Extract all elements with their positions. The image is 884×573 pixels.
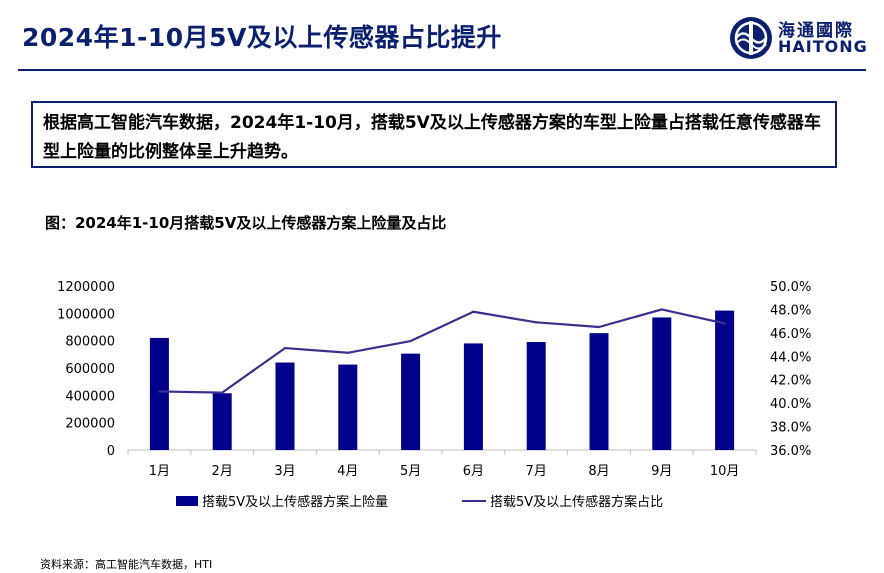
source-note: 资料来源：高工智能汽车数据，HTI (40, 558, 213, 571)
bar-5 (401, 353, 421, 450)
legend-line-label: 搭载5V及以上传感器方案占比 (490, 495, 664, 510)
right-tick-label: 50.0% (770, 280, 811, 295)
legend-line-swatch (462, 499, 486, 502)
ratio-point-10 (723, 322, 726, 325)
right-tick-label: 48.0% (770, 303, 811, 318)
x-tick-label: 8月 (588, 464, 609, 479)
legend-bar-swatch (176, 495, 198, 506)
ratio-point-4 (346, 351, 349, 354)
x-tick-label: 7月 (526, 464, 547, 479)
ratio-point-2 (221, 391, 224, 394)
ratio-point-5 (409, 339, 412, 343)
ratio-point-1 (158, 390, 161, 393)
right-tick-label: 46.0% (770, 327, 811, 342)
bar-1 (149, 337, 169, 450)
right-tick-label: 44.0% (770, 350, 811, 365)
x-tick-label: 10月 (710, 464, 740, 479)
header-divider (18, 69, 866, 71)
left-tick-label: 600000 (65, 362, 115, 377)
x-tick-label: 2月 (212, 464, 233, 479)
haitong-logo: 海通國際 HAITONG (728, 15, 868, 61)
left-tick-label: 200000 (65, 417, 115, 432)
right-tick-label: 38.0% (770, 421, 811, 436)
logo-text-cn: 海通國際 (778, 21, 854, 41)
ratio-line (159, 308, 725, 394)
bar-3 (275, 362, 295, 450)
haitong-emblem-icon (730, 17, 772, 59)
right-tick-label: 36.0% (770, 444, 811, 459)
left-tick-label: 800000 (65, 335, 115, 350)
left-tick-label: 0 (107, 444, 115, 459)
right-tick-label: 42.0% (770, 374, 811, 389)
left-tick-label: 400000 (65, 389, 115, 404)
summary-box: 根据高工智能汽车数据，2024年1-10月，搭载5V及以上传感器方案的车型上险量… (31, 101, 837, 168)
x-tick-label: 6月 (463, 464, 484, 479)
x-tick-label: 4月 (337, 464, 358, 479)
bar-4 (338, 364, 358, 450)
legend-item-line: 搭载5V及以上传感器方案占比 (462, 491, 663, 510)
figure-title: 图：2024年1-10月搭载5V及以上传感器方案上险量及占比 (45, 214, 447, 232)
chart-legend: 搭载5V及以上传感器方案上险量 搭载5V及以上传感器方案占比 (0, 491, 884, 511)
left-tick-label: 1200000 (57, 280, 115, 295)
bar-9 (652, 317, 672, 450)
right-tick-label: 40.0% (770, 397, 811, 412)
ratio-point-6 (472, 310, 475, 313)
page-title: 2024年1-10月5V及以上传感器占比提升 (22, 23, 502, 52)
ratio-point-9 (660, 308, 663, 311)
x-tick-label: 9月 (651, 464, 672, 479)
ratio-point-3 (283, 346, 287, 350)
bar-7 (526, 342, 546, 450)
ratio-point-8 (597, 325, 601, 329)
x-tick-label: 1月 (149, 464, 170, 479)
logo-text-en: HAITONG (778, 37, 868, 56)
legend-bar-label: 搭载5V及以上传感器方案上险量 (202, 495, 389, 510)
bar-8 (589, 333, 609, 450)
legend-item-bar: 搭载5V及以上传感器方案上险量 (176, 491, 388, 510)
bar-2 (212, 393, 232, 450)
ratio-point-7 (535, 321, 538, 324)
bar-6 (463, 343, 483, 450)
left-tick-label: 1000000 (57, 307, 115, 322)
x-tick-label: 5月 (400, 464, 421, 479)
bar-10 (715, 310, 735, 450)
x-tick-label: 3月 (274, 464, 295, 479)
